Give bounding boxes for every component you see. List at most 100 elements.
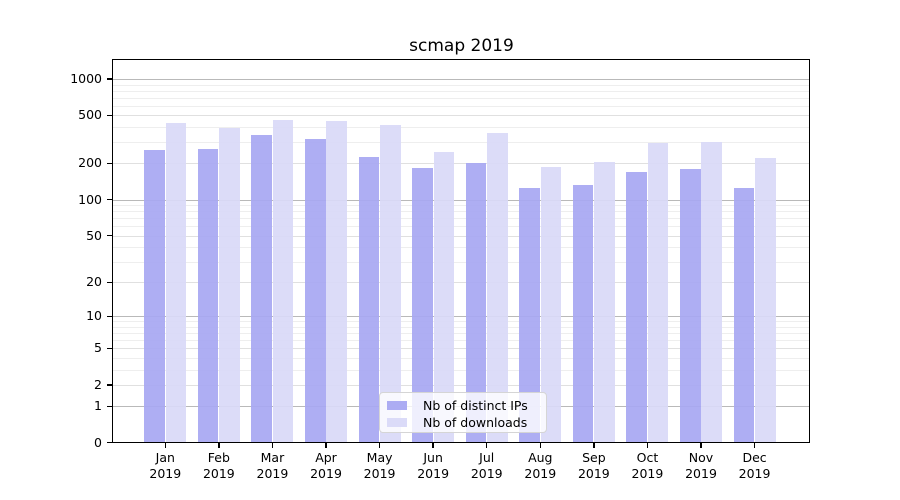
gridline-minor <box>113 333 810 335</box>
x-axis-tick <box>325 443 327 448</box>
legend-swatch-downloads <box>387 418 407 427</box>
gridline-major <box>113 78 810 80</box>
bar-distinct-ips <box>626 171 648 443</box>
gridline-minor <box>113 226 810 228</box>
x-tick-label-line: 2019 <box>363 465 396 481</box>
y-axis-tick <box>107 162 112 165</box>
gridline-major <box>113 384 810 386</box>
x-tick-label-line: Dec <box>742 450 767 465</box>
x-tick-label-line: Jan <box>155 450 175 465</box>
legend-row-distinct-ips: Nb of distinct IPs <box>387 397 546 414</box>
bar-distinct-ips <box>358 156 380 443</box>
x-tick-label: Jan 2019 <box>133 450 197 481</box>
x-axis-tick <box>378 443 381 448</box>
bar-downloads <box>433 151 455 443</box>
x-axis-tick <box>593 443 595 448</box>
gridline-minor <box>113 247 810 249</box>
bar-distinct-ips <box>465 163 487 443</box>
y-axis-tick <box>107 384 112 386</box>
gridline-minor <box>113 211 810 213</box>
plot-area <box>113 60 810 443</box>
x-tick-label-line: 2019 <box>417 465 450 481</box>
gridline-minor <box>113 127 810 129</box>
gridline-major <box>113 316 810 318</box>
x-tick-label-line: Nov <box>688 450 714 465</box>
bar-distinct-ips <box>519 188 540 443</box>
gridline-minor <box>113 205 810 207</box>
y-axis-tick <box>107 405 112 407</box>
x-tick-label: Dec 2019 <box>723 450 787 481</box>
x-tick-label-line: 2019 <box>577 465 610 481</box>
legend-row-downloads: Nb of downloads <box>387 414 546 431</box>
x-tick-label: Sep 2019 <box>562 450 626 481</box>
x-tick-label: Mar 2019 <box>240 450 304 481</box>
x-tick-label: Apr 2019 <box>294 450 358 481</box>
bar-distinct-ips <box>305 138 326 443</box>
bar-downloads <box>754 158 776 443</box>
legend-swatch-distinct-ips <box>387 401 407 410</box>
y-axis-tick <box>107 315 112 318</box>
gridline-major <box>113 199 810 201</box>
x-tick-label-line: 2019 <box>524 465 557 481</box>
gridline-major <box>113 163 810 165</box>
bar-distinct-ips <box>733 188 755 443</box>
y-tick-label: 0 <box>94 434 102 450</box>
gridline-minor <box>113 321 810 323</box>
x-axis-tick <box>539 443 541 448</box>
x-tick-label: Oct 2019 <box>615 450 679 481</box>
bar-downloads <box>594 162 615 443</box>
bar-distinct-ips <box>197 148 219 443</box>
x-tick-label-line: 2019 <box>256 465 289 481</box>
x-axis-tick <box>486 443 488 448</box>
legend-label-distinct-ips: Nb of distinct IPs <box>423 398 528 413</box>
x-tick-label: Jun 2019 <box>401 450 465 481</box>
gridline-minor <box>113 105 810 107</box>
x-axis-tick <box>218 443 220 448</box>
x-tick-label-line: Mar <box>260 450 285 465</box>
y-tick-label: 5 <box>94 340 102 356</box>
y-tick-label: 20 <box>86 274 102 290</box>
y-tick-label: 10 <box>86 308 102 324</box>
bar-downloads <box>540 167 562 443</box>
bar-distinct-ips <box>144 149 165 443</box>
x-tick-label-line: 2019 <box>310 465 342 481</box>
x-tick-label-line: 2019 <box>470 465 503 481</box>
chart-title: scmap 2019 <box>409 36 514 56</box>
y-tick-label: 200 <box>78 155 102 171</box>
bar-downloads <box>326 120 347 443</box>
x-tick-label-line: Jul <box>479 450 495 465</box>
x-axis-tick <box>164 443 166 448</box>
x-tick-label-line: Apr <box>315 450 337 465</box>
bar-downloads <box>379 124 401 443</box>
y-tick-label: 1000 <box>70 70 102 86</box>
gridline-minor <box>113 261 810 263</box>
bar-distinct-ips <box>251 135 273 443</box>
gridline-minor <box>113 97 810 99</box>
x-tick-label-line: Jun <box>423 450 443 465</box>
y-axis-tick <box>107 234 112 237</box>
x-tick-label: May 2019 <box>348 450 412 481</box>
x-tick-label-line: 2019 <box>685 465 717 481</box>
y-tick-label: 1 <box>94 398 102 414</box>
bar-downloads <box>165 123 187 443</box>
y-axis-tick <box>107 78 112 80</box>
legend: Nb of distinct IPs Nb of downloads <box>379 392 547 433</box>
x-tick-label-line: Aug <box>528 450 553 465</box>
bar-distinct-ips <box>412 168 433 443</box>
gridline-major <box>113 115 810 117</box>
gridline-minor <box>113 340 810 342</box>
y-axis-tick <box>107 442 112 444</box>
y-tick-label: 50 <box>86 227 102 243</box>
y-tick-label: 2 <box>94 376 102 392</box>
x-tick-label: Nov 2019 <box>669 450 733 481</box>
bar-downloads <box>701 142 722 443</box>
bar-distinct-ips <box>572 184 594 443</box>
x-tick-label-line: May <box>366 450 393 465</box>
y-tick-label: 500 <box>78 107 102 123</box>
x-tick-label-line: 2019 <box>202 465 235 481</box>
x-axis-tick <box>432 443 434 448</box>
bar-downloads <box>272 119 294 443</box>
x-axis-tick <box>646 443 649 448</box>
y-axis-tick <box>107 281 112 284</box>
bar-downloads <box>219 127 240 443</box>
